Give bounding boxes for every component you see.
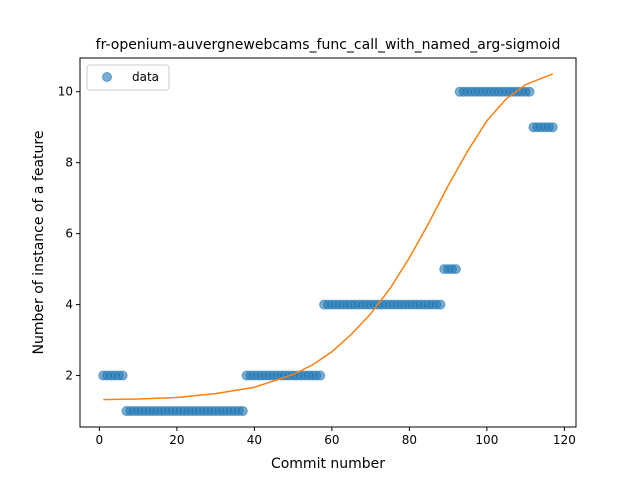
- data-point-56: [316, 371, 325, 380]
- legend-label-data: data: [132, 70, 159, 84]
- legend-marker-data: [103, 73, 112, 82]
- data-point-91: [451, 265, 460, 274]
- x-axis-label: Commit number: [271, 456, 385, 472]
- data-point-116: [548, 123, 557, 132]
- y-tick-label-10: 10: [58, 85, 73, 99]
- y-axis-label: Number of instance of a feature: [31, 131, 47, 355]
- data-point-36: [238, 407, 247, 416]
- y-tick-label-8: 8: [65, 156, 73, 170]
- data-point-5: [118, 371, 127, 380]
- y-tick-label-6: 6: [65, 227, 73, 241]
- x-tick-label-120: 120: [553, 433, 576, 447]
- y-tick-label-2: 2: [65, 369, 73, 383]
- x-tick-label-0: 0: [96, 433, 104, 447]
- x-tick-label-80: 80: [402, 433, 417, 447]
- chart-title: fr-openium-auvergnewebcams_func_call_wit…: [96, 37, 561, 53]
- y-tick-label-4: 4: [65, 298, 73, 312]
- x-tick-label-60: 60: [324, 433, 339, 447]
- legend: data: [87, 65, 169, 90]
- x-tick-label-20: 20: [169, 433, 184, 447]
- data-point-110: [525, 87, 534, 96]
- data-point-87: [436, 300, 445, 309]
- x-tick-label-100: 100: [475, 433, 498, 447]
- x-tick-label-40: 40: [247, 433, 262, 447]
